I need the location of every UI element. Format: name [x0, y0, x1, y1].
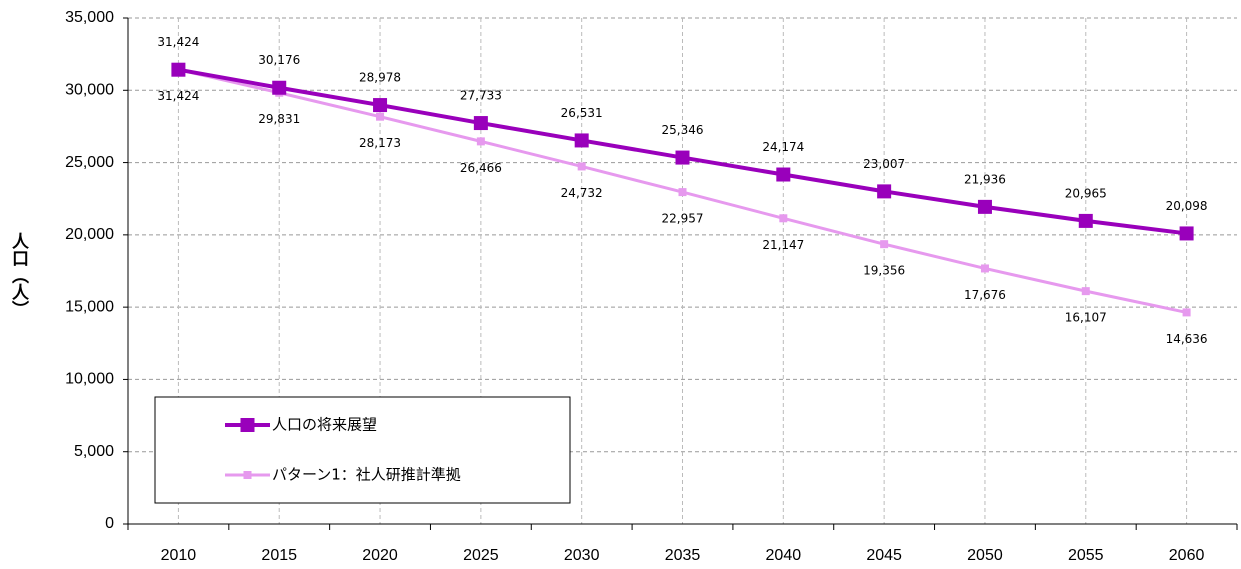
data-label: 20,098 — [1166, 199, 1208, 213]
legend-marker — [243, 471, 252, 479]
legend-label: パターン1：社人研推計準拠 — [272, 466, 461, 484]
data-label: 31,424 — [157, 35, 199, 49]
data-label: 26,466 — [460, 161, 502, 175]
y-axis-label: 人口（人） — [8, 232, 29, 317]
point-marker — [1078, 213, 1093, 228]
point-marker — [1179, 226, 1194, 241]
point-marker — [1182, 308, 1191, 317]
data-label: 21,147 — [762, 238, 804, 252]
x-tick-label: 2050 — [967, 547, 1003, 564]
data-label: 30,176 — [258, 53, 300, 67]
point-marker — [376, 112, 385, 121]
x-tick-label: 2020 — [362, 547, 398, 564]
data-label: 26,531 — [561, 106, 603, 120]
point-marker — [171, 62, 186, 77]
point-marker — [779, 214, 788, 223]
data-label: 28,173 — [359, 136, 401, 150]
y-tick-label: 25,000 — [65, 154, 114, 171]
y-tick-label: 20,000 — [65, 226, 114, 243]
data-label: 21,936 — [964, 172, 1006, 186]
data-label: 29,831 — [258, 112, 300, 126]
legend-box — [154, 396, 571, 504]
data-label: 31,424 — [157, 89, 199, 103]
x-tick-label: 2060 — [1169, 547, 1205, 564]
x-tick-label: 2030 — [564, 547, 600, 564]
legend-marker — [240, 418, 255, 432]
data-label: 19,356 — [863, 264, 905, 278]
x-tick-label: 2015 — [261, 547, 297, 564]
y-tick-label: 5,000 — [74, 443, 114, 460]
y-tick-label: 10,000 — [65, 371, 114, 388]
x-tick-label: 2025 — [463, 547, 499, 564]
point-marker — [473, 116, 488, 131]
data-label: 16,107 — [1065, 311, 1107, 325]
point-marker — [678, 188, 687, 197]
data-label: 24,732 — [561, 186, 603, 200]
data-label: 14,636 — [1166, 332, 1208, 346]
point-marker — [1081, 287, 1090, 296]
data-label: 20,965 — [1065, 186, 1107, 200]
y-tick-label: 35,000 — [65, 9, 114, 26]
data-label: 17,676 — [964, 288, 1006, 302]
y-tick-label: 0 — [105, 515, 114, 532]
point-marker — [877, 184, 892, 199]
data-label: 28,978 — [359, 71, 401, 85]
legend-label: 人口の将来展望 — [272, 416, 377, 434]
point-marker — [577, 162, 586, 171]
point-marker — [977, 199, 992, 214]
point-marker — [574, 133, 589, 148]
point-marker — [373, 98, 388, 113]
point-marker — [776, 167, 791, 182]
data-label: 27,733 — [460, 89, 502, 103]
data-label: 24,174 — [762, 140, 804, 154]
point-marker — [476, 137, 485, 146]
point-marker — [880, 240, 889, 249]
x-tick-label: 2035 — [665, 547, 701, 564]
point-marker — [272, 80, 287, 95]
x-tick-label: 2055 — [1068, 547, 1104, 564]
x-tick-label: 2045 — [866, 547, 902, 564]
point-marker — [980, 264, 989, 273]
data-label: 25,346 — [662, 123, 704, 137]
point-marker — [675, 150, 690, 165]
x-tick-label: 2040 — [766, 547, 802, 564]
x-tick-label: 2010 — [161, 547, 197, 564]
y-tick-label: 30,000 — [65, 82, 114, 99]
y-tick-label: 15,000 — [65, 298, 114, 315]
data-label: 23,007 — [863, 157, 905, 171]
data-label: 22,957 — [662, 212, 704, 226]
